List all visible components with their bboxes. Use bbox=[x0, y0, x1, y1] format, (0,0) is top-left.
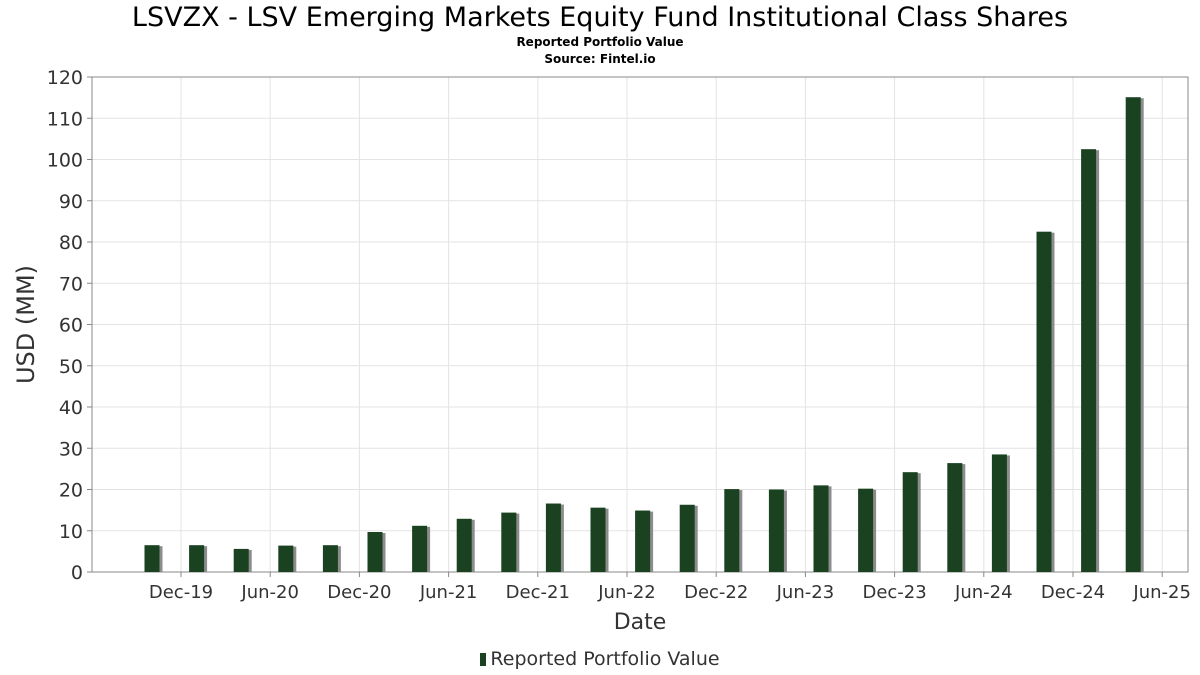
bar bbox=[991, 454, 1007, 572]
bar bbox=[144, 545, 160, 572]
bar bbox=[278, 545, 294, 572]
x-tick-label: Jun-23 bbox=[776, 582, 835, 603]
legend-label: Reported Portfolio Value bbox=[490, 648, 720, 670]
y-tick-label: 30 bbox=[59, 438, 83, 460]
bar bbox=[947, 463, 963, 572]
y-tick-label: 20 bbox=[59, 480, 83, 502]
x-tick-label: Dec-23 bbox=[862, 582, 926, 603]
y-tick-label: 120 bbox=[47, 67, 83, 89]
x-tick-label: Jun-22 bbox=[597, 582, 656, 603]
y-tick-label: 40 bbox=[59, 397, 83, 419]
bar bbox=[412, 525, 428, 572]
bar bbox=[813, 485, 829, 572]
bar bbox=[189, 545, 205, 572]
legend-swatch bbox=[480, 653, 487, 666]
bar bbox=[768, 489, 784, 572]
bar bbox=[635, 510, 651, 572]
y-tick-label: 80 bbox=[59, 232, 83, 254]
x-axis-title: Date bbox=[614, 610, 667, 635]
x-tick-label: Dec-22 bbox=[684, 582, 748, 603]
chart-source: Source: Fintel.io bbox=[544, 52, 656, 66]
bar bbox=[1125, 97, 1141, 573]
bar bbox=[724, 489, 740, 572]
y-tick-label: 110 bbox=[47, 108, 83, 130]
x-tick-label: Jun-25 bbox=[1132, 582, 1191, 603]
x-tick-label: Jun-24 bbox=[954, 582, 1013, 603]
y-tick-label: 90 bbox=[59, 191, 83, 213]
x-tick-label: Dec-19 bbox=[149, 582, 213, 603]
y-tick-label: 60 bbox=[59, 315, 83, 337]
x-tick-label: Dec-20 bbox=[327, 582, 391, 603]
bar bbox=[902, 472, 918, 572]
bar bbox=[1081, 149, 1097, 572]
bar bbox=[545, 503, 561, 572]
legend: Reported Portfolio Value bbox=[0, 648, 1200, 670]
x-tick-label: Dec-24 bbox=[1041, 582, 1105, 603]
bar bbox=[858, 488, 874, 572]
y-tick-label: 10 bbox=[59, 521, 83, 543]
bar bbox=[233, 548, 249, 572]
chart-title: LSVZX - LSV Emerging Markets Equity Fund… bbox=[131, 2, 1069, 33]
chart-subtitle: Reported Portfolio Value bbox=[516, 35, 684, 49]
y-tick-label: 70 bbox=[59, 273, 83, 295]
y-axis-title: USD (MM) bbox=[12, 265, 40, 384]
bar bbox=[590, 507, 606, 572]
bar bbox=[1036, 231, 1052, 572]
y-tick-label: 100 bbox=[47, 150, 83, 172]
bar bbox=[456, 518, 472, 572]
bar bbox=[367, 531, 383, 572]
bar bbox=[679, 504, 695, 572]
x-tick-label: Dec-21 bbox=[506, 582, 570, 603]
bar bbox=[322, 545, 338, 572]
y-tick-label: 0 bbox=[71, 562, 83, 584]
x-tick-label: Jun-20 bbox=[240, 582, 299, 603]
x-tick-label: Jun-21 bbox=[419, 582, 478, 603]
y-tick-label: 50 bbox=[59, 356, 83, 378]
bar bbox=[501, 512, 517, 572]
